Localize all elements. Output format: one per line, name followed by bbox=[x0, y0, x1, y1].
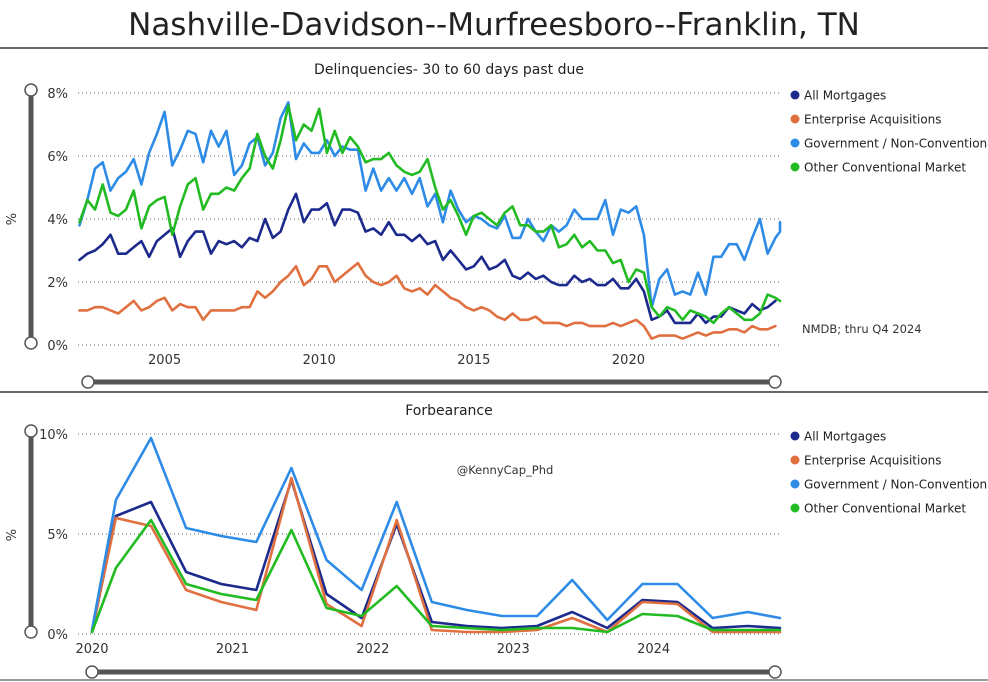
legend-marker bbox=[790, 114, 800, 124]
legend-marker bbox=[790, 90, 800, 100]
series-line-government-non-conventional bbox=[90, 436, 782, 632]
x-tick-label: 2020 bbox=[612, 353, 645, 368]
legend-marker bbox=[790, 431, 800, 441]
series-line-other-conventional-market bbox=[78, 104, 782, 325]
x-tick-label: 2015 bbox=[457, 353, 490, 368]
y-tick-label: 0% bbox=[47, 628, 68, 643]
x-tick-label: 2010 bbox=[303, 353, 336, 368]
y-tick-label: 8% bbox=[47, 87, 68, 102]
series-line-enterprise-acquisitions bbox=[90, 476, 782, 634]
y-tick-label: 4% bbox=[47, 213, 68, 228]
x-range-slider-handle-right[interactable] bbox=[768, 665, 782, 679]
x-tick-label: 2024 bbox=[637, 642, 670, 657]
legend-marker bbox=[790, 503, 800, 513]
legend-label: Government / Non-Conventional bbox=[804, 137, 988, 151]
legend-label: Other Conventional Market bbox=[804, 502, 966, 516]
legend-label: All Mortgages bbox=[804, 430, 886, 444]
legend-label: Other Conventional Market bbox=[804, 161, 966, 175]
legend-label: Enterprise Acquisitions bbox=[804, 113, 942, 127]
y-range-slider-handle-top[interactable] bbox=[24, 83, 38, 97]
x-tick-label: 2005 bbox=[148, 353, 181, 368]
chart-panel-2: Forbearance% 0% 5% 10% 2020 2021 2022 2023 2024 A… bbox=[5, 403, 988, 679]
watermark-text: @KennyCap_Phd bbox=[457, 463, 554, 477]
series-line-all-mortgages bbox=[90, 478, 782, 634]
legend-marker bbox=[790, 455, 800, 465]
x-range-slider-handle-right[interactable] bbox=[768, 375, 782, 389]
y-range-slider-handle-bottom[interactable] bbox=[24, 336, 38, 350]
series-line-enterprise-acquisitions bbox=[78, 261, 777, 341]
series-line-government-non-conventional bbox=[78, 101, 782, 309]
chart-title: Delinquencies- 30 to 60 days past due bbox=[314, 62, 584, 78]
series-line-other-conventional-market bbox=[90, 518, 782, 634]
x-range-slider-handle-left[interactable] bbox=[85, 665, 99, 679]
legend-label: Government / Non-Conventional bbox=[804, 478, 988, 492]
legend-label: Enterprise Acquisitions bbox=[804, 454, 942, 468]
y-tick-label: 5% bbox=[47, 528, 68, 543]
y-tick-label: 10% bbox=[39, 428, 68, 443]
x-range-slider-handle-left[interactable] bbox=[81, 375, 95, 389]
x-tick-label: 2023 bbox=[497, 642, 530, 657]
y-tick-label: 2% bbox=[47, 276, 68, 291]
legend-marker bbox=[790, 162, 800, 172]
y-axis-label: % bbox=[5, 529, 20, 541]
legend-marker bbox=[790, 479, 800, 489]
y-axis-label: % bbox=[5, 213, 20, 225]
y-tick-label: 0% bbox=[47, 339, 68, 354]
page-title: Nashville-Davidson--Murfreesboro--Frankl… bbox=[128, 7, 860, 43]
chart-title: Forbearance bbox=[405, 403, 492, 419]
chart-panel-1: Delinquencies- 30 to 60 days past due% 0%… bbox=[5, 62, 988, 389]
series-line-all-mortgages bbox=[78, 192, 777, 325]
x-tick-label: 2022 bbox=[356, 642, 389, 657]
source-annotation: NMDB; thru Q4 2024 bbox=[802, 322, 922, 336]
legend-label: All Mortgages bbox=[804, 89, 886, 103]
x-tick-label: 2020 bbox=[75, 642, 108, 657]
x-tick-label: 2021 bbox=[216, 642, 249, 657]
legend-marker bbox=[790, 138, 800, 148]
y-range-slider-handle-top[interactable] bbox=[24, 424, 38, 438]
y-range-slider-handle-bottom[interactable] bbox=[24, 625, 38, 639]
y-tick-label: 6% bbox=[47, 150, 68, 165]
page-title-bar: Nashville-Davidson--Murfreesboro--Frankl… bbox=[0, 0, 988, 48]
